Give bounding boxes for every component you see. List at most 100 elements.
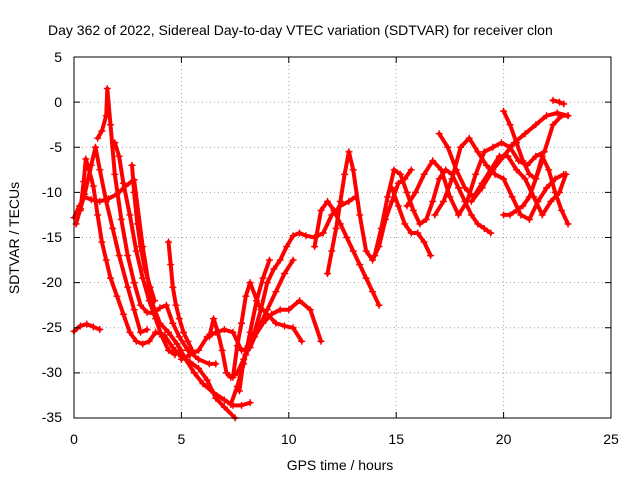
track-22-point-3 xyxy=(519,157,527,165)
track-5-point-9 xyxy=(137,301,145,309)
track-3-point-6 xyxy=(98,238,106,246)
track-16-point-18 xyxy=(487,229,495,237)
track-16-point-16 xyxy=(474,220,482,228)
track-16-point-2 xyxy=(384,193,392,201)
x-tick-label-5: 5 xyxy=(178,431,186,447)
track-9-point-0 xyxy=(177,355,185,363)
track-21-point-7 xyxy=(543,112,551,120)
track-14-point-0 xyxy=(323,270,331,278)
track-18-point-4 xyxy=(437,166,445,174)
track-5-point-6 xyxy=(117,215,125,223)
track-16-point-6 xyxy=(409,206,417,214)
track-20-point-0 xyxy=(435,130,443,138)
track-11-point-8 xyxy=(281,322,289,330)
track-5 xyxy=(94,85,220,368)
track-20-point-13 xyxy=(547,197,555,205)
track-19-point-3 xyxy=(457,143,465,151)
track-21-trail xyxy=(469,111,570,204)
track-3-point-13 xyxy=(139,340,147,348)
track-19-point-11 xyxy=(525,215,533,223)
track-5-point-0 xyxy=(94,134,102,142)
track-4-point-10 xyxy=(130,306,138,314)
y-tick-label-minus5: -5 xyxy=(50,139,63,155)
track-8 xyxy=(165,238,196,354)
track-4-point-8 xyxy=(115,252,123,260)
track-23-point-6 xyxy=(538,157,546,165)
track-20-point-10 xyxy=(521,175,529,183)
track-8-point-6 xyxy=(184,337,192,345)
track-18-point-9 xyxy=(480,148,488,156)
track-5-point-13 xyxy=(162,301,170,309)
track-14-point-8 xyxy=(362,247,370,255)
track-10-point-0 xyxy=(205,333,213,341)
track-19-trail xyxy=(432,136,566,222)
track-4-point-7 xyxy=(109,224,117,232)
track-5-point-14 xyxy=(169,319,177,327)
track-19-point-1 xyxy=(439,197,447,205)
track-22-point-9 xyxy=(558,206,566,214)
track-23-point-1 xyxy=(506,211,514,219)
track-13-point-2 xyxy=(240,360,248,368)
x-tick-label-0: 0 xyxy=(70,431,78,447)
track-22-point-10 xyxy=(564,220,572,228)
track-11-point-9 xyxy=(289,324,297,332)
track-23 xyxy=(500,157,546,219)
track-16-point-3 xyxy=(390,166,398,174)
chart-title: Day 362 of 2022, Sidereal Day-to-day VTE… xyxy=(48,22,553,38)
track-12-point-13 xyxy=(319,229,327,237)
track-22-point-0 xyxy=(500,107,508,115)
track-12-point-10 xyxy=(296,229,304,237)
track-19-point-10 xyxy=(517,211,525,219)
track-12-point-6 xyxy=(270,265,278,273)
track-18-point-10 xyxy=(489,143,497,151)
track-14-point-7 xyxy=(356,211,364,219)
track-16-point-8 xyxy=(422,215,430,223)
track-20-point-12 xyxy=(538,211,546,219)
track-15-point-2 xyxy=(323,197,331,205)
track-3-point-23 xyxy=(220,403,228,411)
track-23-point-2 xyxy=(512,206,520,214)
track-16-point-10 xyxy=(435,175,443,183)
track-18-point-17 xyxy=(549,121,557,129)
track-13-point-6 xyxy=(265,256,273,264)
track-10-point-9 xyxy=(259,319,267,327)
track-6-point-4 xyxy=(132,247,140,255)
track-20-point-1 xyxy=(444,143,452,151)
track-2-point-16 xyxy=(199,380,207,388)
track-7-point-4 xyxy=(141,265,149,273)
track-13 xyxy=(227,256,273,408)
x-tick-label-20: 20 xyxy=(496,431,512,447)
track-11-point-6 xyxy=(263,310,271,318)
track-14-point-2 xyxy=(332,224,340,232)
track-19-point-0 xyxy=(431,211,439,219)
track-8-point-3 xyxy=(172,301,180,309)
track-23-point-4 xyxy=(525,193,533,201)
track-8-point-4 xyxy=(175,315,183,323)
track-2-point-20 xyxy=(238,401,246,409)
y-tick-label-minus20: -20 xyxy=(42,274,62,290)
track-13-point-4 xyxy=(253,297,261,305)
track-6-point-7 xyxy=(152,315,160,323)
track-11-point-0 xyxy=(229,373,237,381)
track-3-point-17 xyxy=(169,344,177,352)
track-24-point-0 xyxy=(549,96,557,104)
track-6-point-10 xyxy=(171,351,179,359)
axis-ticks xyxy=(73,56,612,419)
track-18-point-16 xyxy=(540,148,548,156)
track-10-point-1 xyxy=(210,315,218,323)
track-9-point-6 xyxy=(229,328,237,336)
track-3-point-22 xyxy=(212,394,220,402)
track-15-point-0 xyxy=(311,243,319,251)
track-7-point-3 xyxy=(137,243,145,251)
track-1-point-1 xyxy=(76,322,84,330)
track-10-point-3 xyxy=(218,346,226,354)
track-5-point-18 xyxy=(205,360,213,368)
x-tick-label-15: 15 xyxy=(388,431,404,447)
track-3-point-5 xyxy=(94,211,102,219)
track-19-point-5 xyxy=(474,148,482,156)
track-15-point-1 xyxy=(317,206,325,214)
track-16 xyxy=(371,166,495,260)
track-11-point-1 xyxy=(233,342,241,350)
track-22-point-2 xyxy=(512,139,520,147)
track-1-point-2 xyxy=(83,320,91,328)
